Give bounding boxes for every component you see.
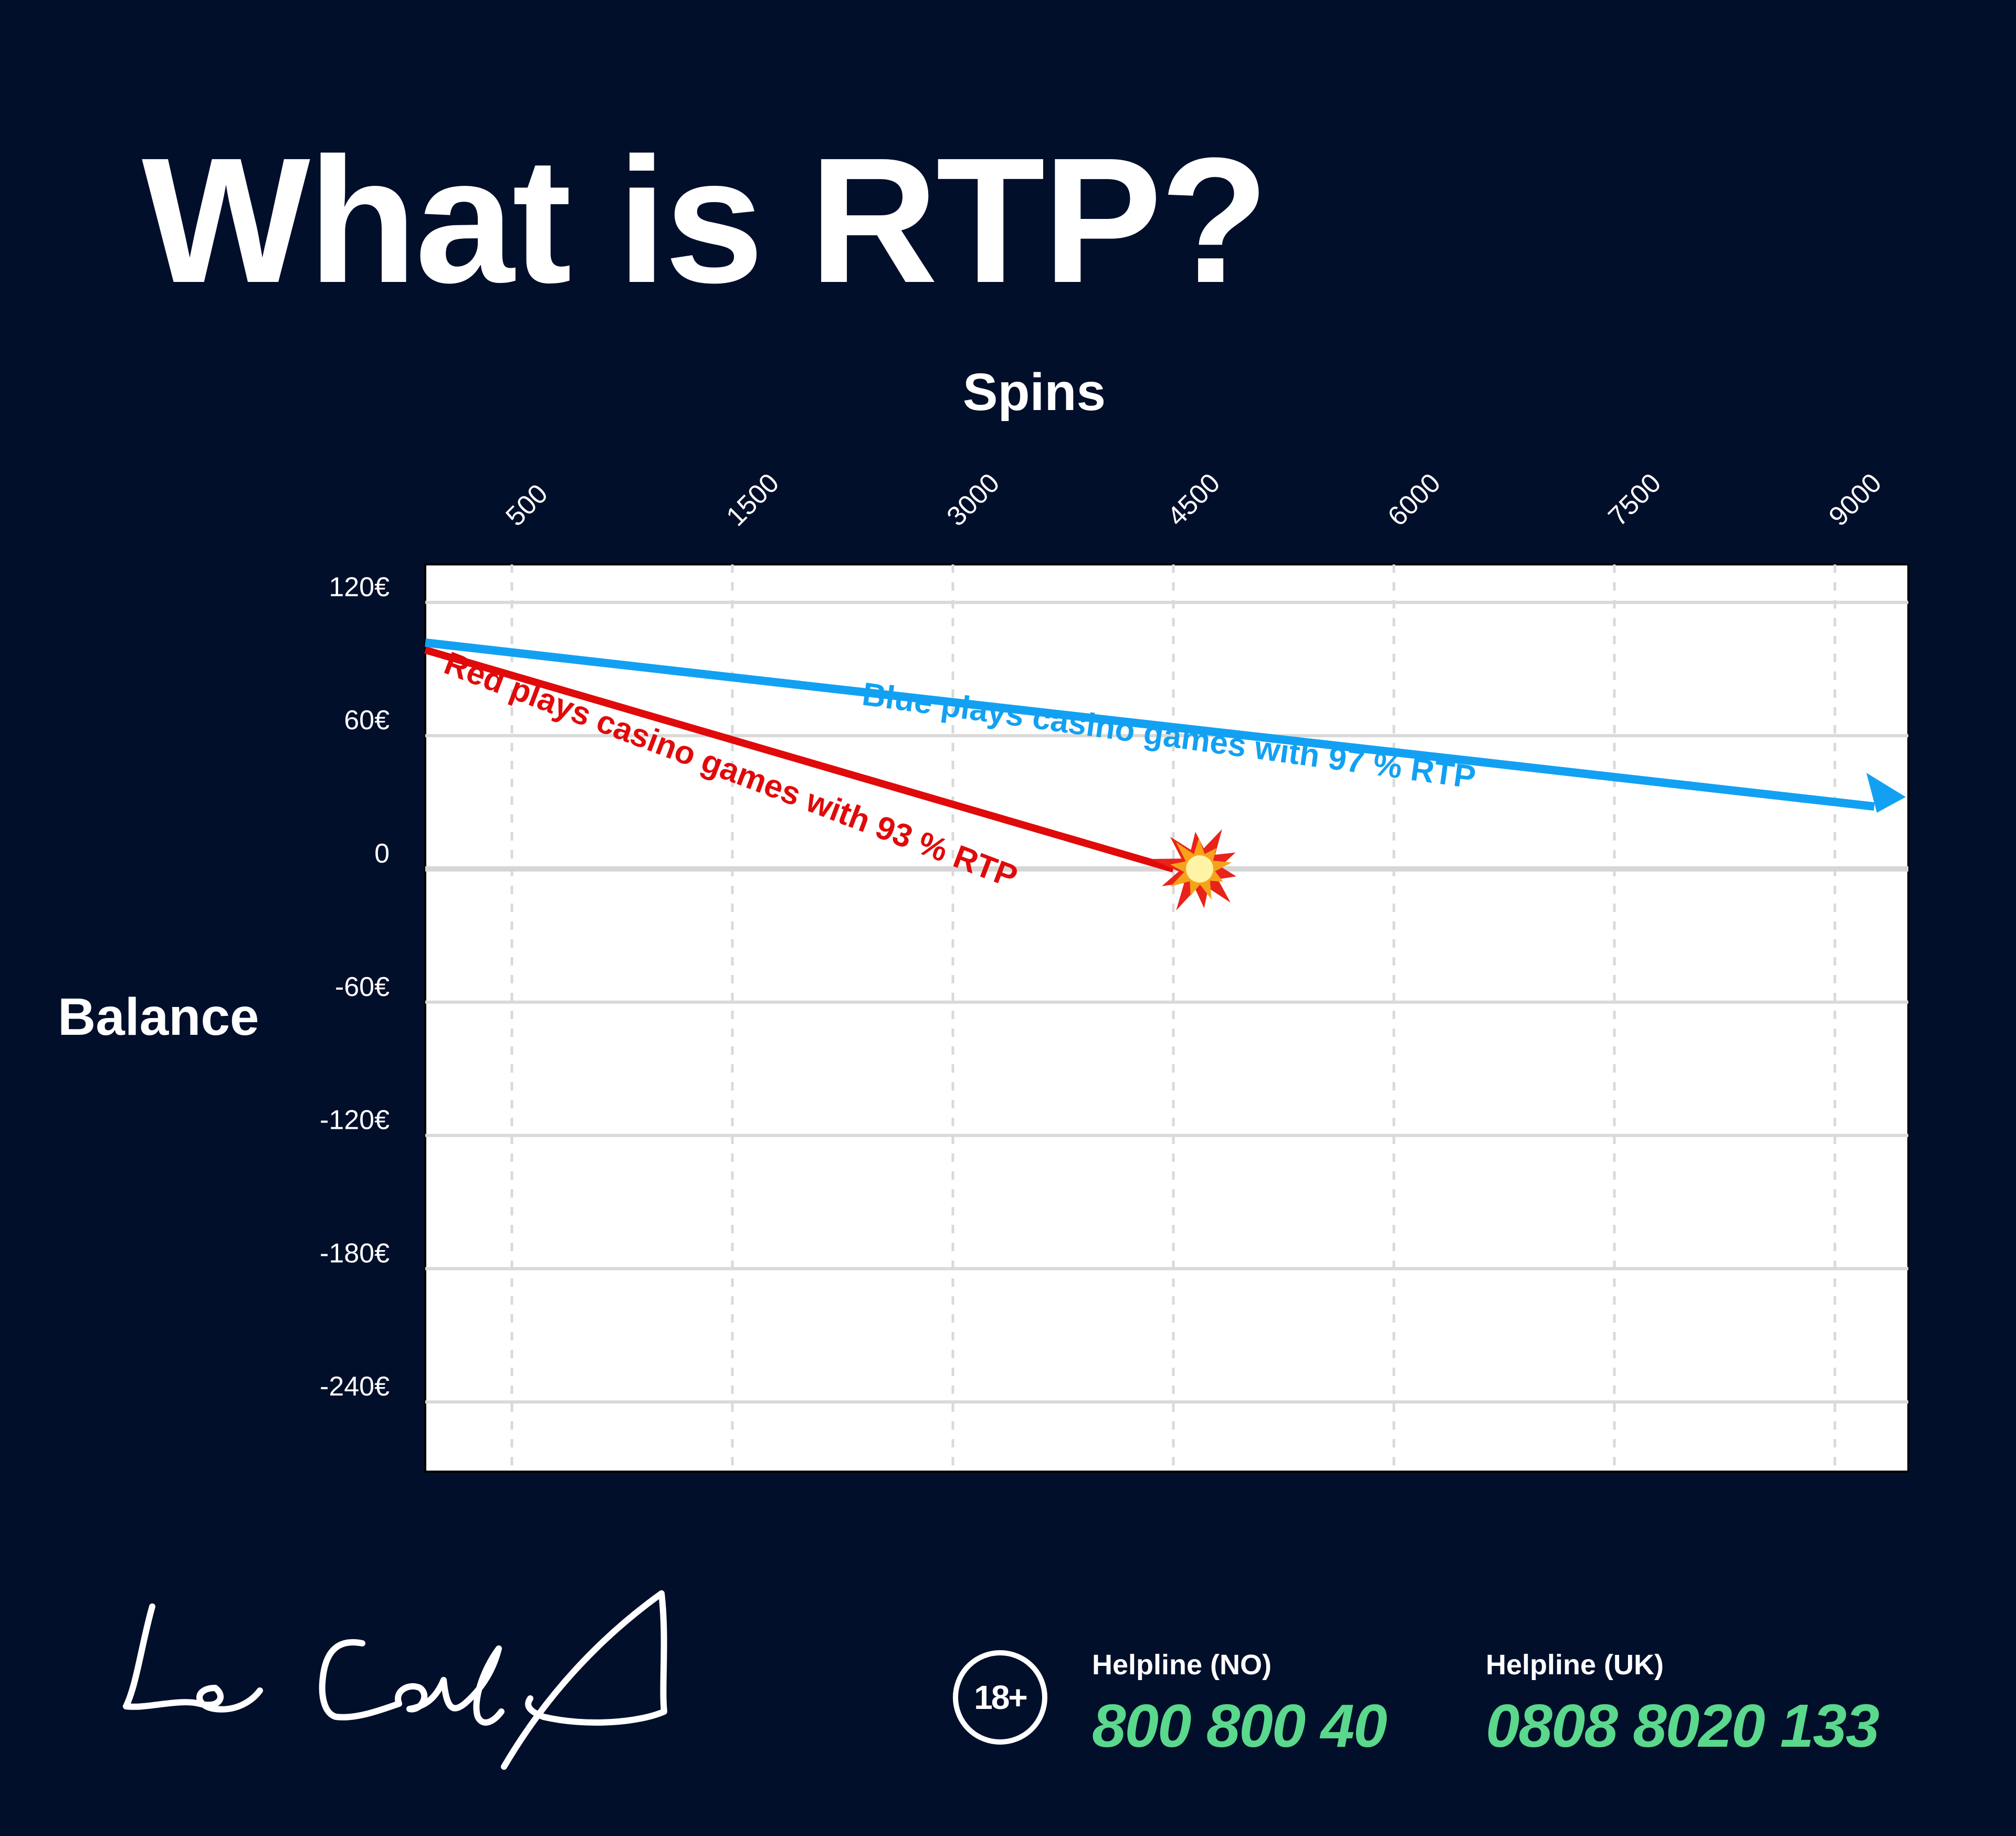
helpline-uk-number[interactable]: 0808 8020 133: [1486, 1692, 1880, 1760]
x-tick-label: 1500: [720, 468, 785, 532]
plot-area: [424, 563, 1909, 1473]
y-tick-label: -180€: [320, 1238, 390, 1268]
y-tick-label: 0: [374, 838, 390, 869]
footer: 18+ Helpline (NO) 800 800 40 Helpline (U…: [953, 1649, 1950, 1764]
collision-icon: [1150, 829, 1236, 911]
x-axis-label: Spins: [962, 363, 1106, 422]
x-tick-label: 6000: [1382, 468, 1446, 532]
helpline-uk-label: Helpline (UK): [1486, 1649, 1664, 1681]
age-badge: 18+: [953, 1650, 1047, 1745]
y-tick-label: -240€: [320, 1371, 390, 1402]
y-tick-label: 60€: [344, 705, 390, 736]
x-tick-label: 3000: [941, 468, 1005, 532]
blue-arrow-head: [1866, 773, 1906, 813]
helpline-uk: Helpline (UK) 0808 8020 133: [1486, 1649, 1880, 1761]
y-axis-label: Balance: [58, 988, 259, 1046]
x-tick-label: 9000: [1823, 468, 1887, 532]
y-tick-label: 120€: [329, 572, 390, 602]
page-title: What is RTP?: [142, 121, 1269, 320]
signature: [123, 1590, 667, 1770]
x-tick-label: 7500: [1602, 468, 1667, 532]
helpline-no: Helpline (NO) 800 800 40: [1092, 1649, 1388, 1761]
collision-burst-core: [1186, 855, 1213, 883]
blue-series-line: [425, 638, 1875, 811]
helpline-no-number[interactable]: 800 800 40: [1092, 1692, 1388, 1760]
x-tick-label: 500: [500, 478, 553, 532]
y-tick-label: -60€: [335, 972, 390, 1002]
x-tick-label: 4500: [1161, 468, 1226, 532]
red-series-line: [424, 646, 1174, 873]
helpline-no-label: Helpline (NO): [1092, 1649, 1272, 1681]
y-tick-label: -120€: [320, 1105, 390, 1136]
